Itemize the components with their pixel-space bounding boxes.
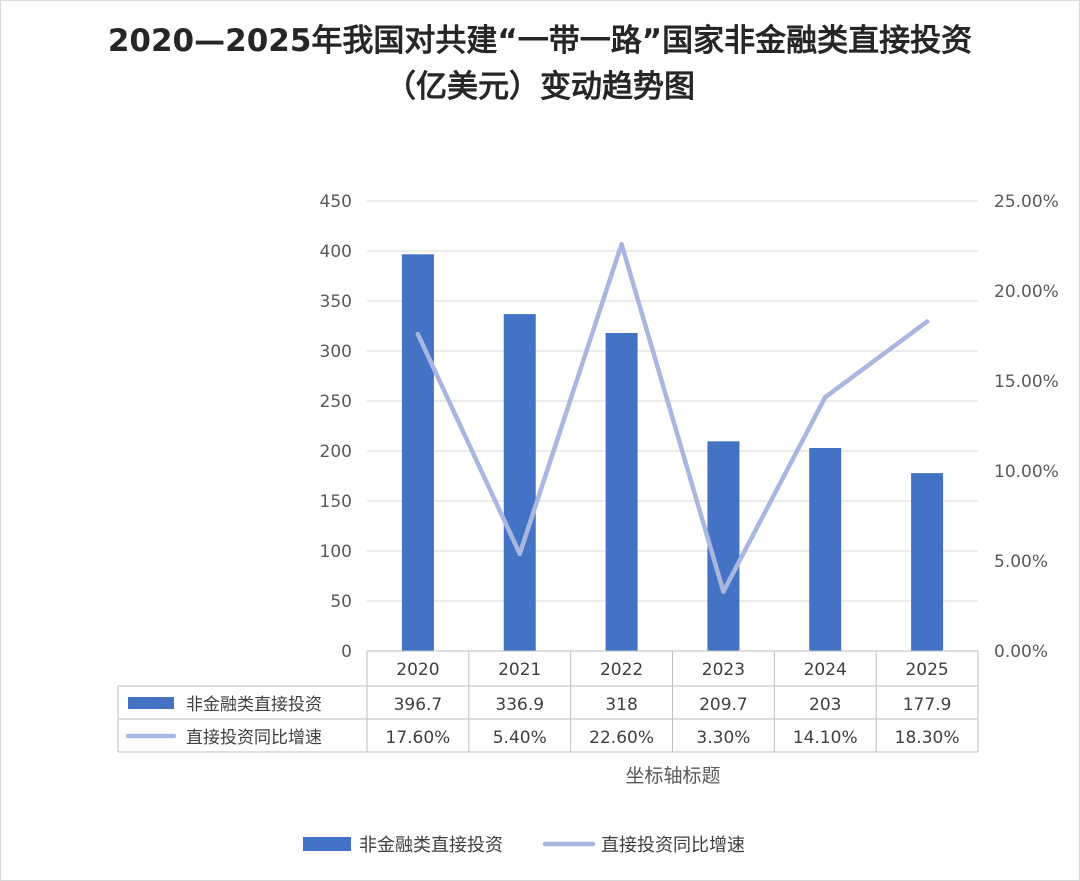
category-label: 2023 <box>702 660 745 680</box>
line-point <box>415 332 421 337</box>
line-point <box>721 589 726 594</box>
bar <box>707 441 740 651</box>
bar <box>401 254 434 652</box>
left-tick-label: 300 <box>320 342 352 362</box>
growth-value-cell: 17.60% <box>386 728 451 748</box>
growth-value-cell: 14.10% <box>793 728 858 748</box>
legend-bar-label: 非金融类直接投资 <box>359 835 503 856</box>
left-tick-label: 150 <box>320 492 352 512</box>
data-table: 2020 396.7 17.60% 2021 336.9 5.40% 2022 318 22.6… <box>117 650 979 753</box>
category-label: 2021 <box>498 660 541 680</box>
bar-value-cell: 203 <box>809 695 841 715</box>
bar-value-cell: 396.7 <box>394 695 443 715</box>
line-series <box>415 241 930 594</box>
table-bar-series-name: 非金融类直接投资 <box>186 695 322 715</box>
table-line-series-name: 直接投资同比增速 <box>186 728 322 748</box>
right-tick-label: 15.00% <box>994 372 1059 392</box>
right-tick-label: 25.00% <box>994 192 1059 212</box>
table-bar-key <box>128 697 174 709</box>
left-axis: 0 50 100 150 200 250 300 350 400 450 <box>320 192 352 662</box>
legend-bar-key <box>303 837 351 851</box>
chart-title: 2020—2025年我国对共建“一带一路”国家非金融类直接投资（亿美元）变动趋势… <box>107 23 973 105</box>
bar-value-cell: 336.9 <box>495 695 544 715</box>
legend: 非金融类直接投资 直接投资同比增速 <box>303 835 745 856</box>
category-label: 2020 <box>396 660 439 680</box>
left-tick-label: 400 <box>320 242 352 262</box>
right-tick-label: 0.00% <box>994 642 1048 662</box>
category-label: 2025 <box>905 660 948 680</box>
right-tick-label: 20.00% <box>994 282 1059 302</box>
right-axis: 0.00% 5.00% 10.00% 15.00% 20.00% 25.00% <box>994 192 1059 662</box>
line-point <box>517 551 522 556</box>
bar-value-cell: 318 <box>605 695 637 715</box>
bar-value-cell: 209.7 <box>699 695 748 715</box>
category-label: 2022 <box>600 660 643 680</box>
left-tick-label: 350 <box>320 292 352 312</box>
x-axis-title: 坐标轴标题 <box>625 765 720 787</box>
line-point <box>823 395 828 400</box>
bar <box>503 314 536 651</box>
left-tick-label: 200 <box>320 442 352 462</box>
bar <box>911 473 944 651</box>
line-point <box>619 242 624 247</box>
growth-value-cell: 18.30% <box>895 728 960 748</box>
legend-line-label: 直接投资同比增速 <box>601 835 745 856</box>
growth-value-cell: 22.60% <box>589 728 654 748</box>
line-point <box>924 319 930 324</box>
bar-series <box>401 254 944 652</box>
growth-value-cell: 5.40% <box>493 728 547 748</box>
left-tick-label: 50 <box>330 592 352 612</box>
bar-value-cell: 177.9 <box>903 695 952 715</box>
right-tick-label: 5.00% <box>994 552 1048 572</box>
right-tick-label: 10.00% <box>994 462 1059 482</box>
bar <box>605 333 638 651</box>
left-tick-label: 0 <box>341 642 352 662</box>
left-tick-label: 100 <box>320 542 352 562</box>
left-tick-label: 250 <box>320 392 352 412</box>
category-label: 2024 <box>804 660 847 680</box>
bar <box>809 448 842 651</box>
left-tick-label: 450 <box>320 192 352 212</box>
growth-value-cell: 3.30% <box>696 728 750 748</box>
growth-line <box>415 241 930 594</box>
